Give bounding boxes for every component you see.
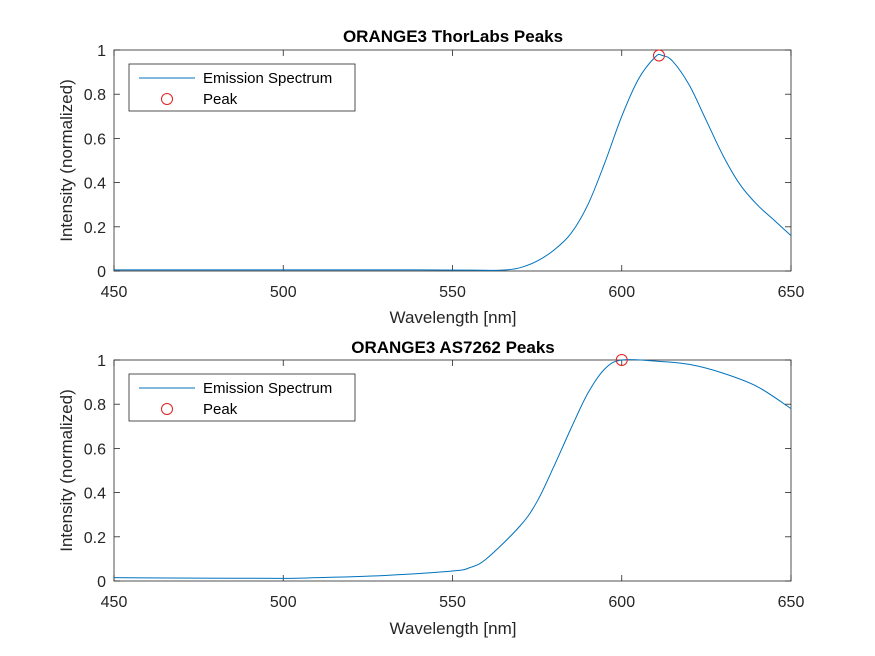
y-tick-label: 1 [97,43,106,60]
legend-label-peak: Peak [203,91,238,108]
peak-markers [615,354,628,366]
x-tick-label: 550 [439,284,466,301]
legend: Emission Spectrum Peak [128,373,356,422]
y-tick-label: 0.8 [84,87,106,104]
legend-label-peak: Peak [203,401,238,418]
y-tick-label: 0.8 [84,397,106,414]
x-tick-label: 650 [778,594,805,611]
legend-box [128,63,356,112]
legend-label-series: Emission Spectrum [203,70,332,87]
chart-title: ORANGE3 ThorLabs Peaks [343,27,563,46]
peak-marker [615,354,628,366]
peak-marker [652,49,665,62]
axis-ticks [113,359,792,582]
y-tick-label: 0.4 [84,176,106,193]
legend: Emission Spectrum Peak [128,63,356,112]
x-tick-label: 450 [101,284,128,301]
y-tick-label: 0 [97,574,106,591]
peak-markers [652,49,665,62]
subplot-thorlabs: ORANGE3 ThorLabs Peaks 450 500 550 600 6… [57,27,804,327]
legend-peak-swatch [161,403,173,415]
x-tick-label: 500 [270,594,297,611]
x-tick-label: 600 [608,284,635,301]
emission-spectrum-line [113,53,792,271]
legend-box [128,373,356,422]
x-tick-label: 550 [439,594,466,611]
legend-label-series: Emission Spectrum [203,380,332,397]
y-axis-label: Intensity (normalized) [57,389,76,552]
chart-title: ORANGE3 AS7262 Peaks [351,338,554,357]
subplot-as7262: ORANGE3 AS7262 Peaks 450 500 550 600 650… [57,338,804,638]
x-tick-label: 500 [270,284,297,301]
y-tick-labels: 0 0.2 0.4 0.6 0.8 1 [84,43,106,281]
x-tick-label: 650 [778,284,805,301]
y-tick-label: 0.2 [84,530,106,547]
x-tick-label: 450 [101,594,128,611]
y-axis-label: Intensity (normalized) [57,79,76,242]
y-tick-label: 0.6 [84,441,106,458]
y-tick-label: 0.2 [84,220,106,237]
x-axis-label: Wavelength [nm] [390,619,517,638]
legend-peak-swatch [161,93,173,105]
y-tick-label: 1 [97,353,106,370]
x-axis-label: Wavelength [nm] [390,308,517,327]
x-tick-labels: 450 500 550 600 650 [101,594,805,611]
y-tick-label: 0 [97,264,106,281]
emission-spectrum-line [113,359,792,579]
x-tick-label: 600 [608,594,635,611]
y-tick-label: 0.6 [84,131,106,148]
y-tick-label: 0.4 [84,486,106,503]
y-tick-labels: 0 0.2 0.4 0.6 0.8 1 [84,353,106,591]
x-tick-labels: 450 500 550 600 650 [101,284,805,301]
